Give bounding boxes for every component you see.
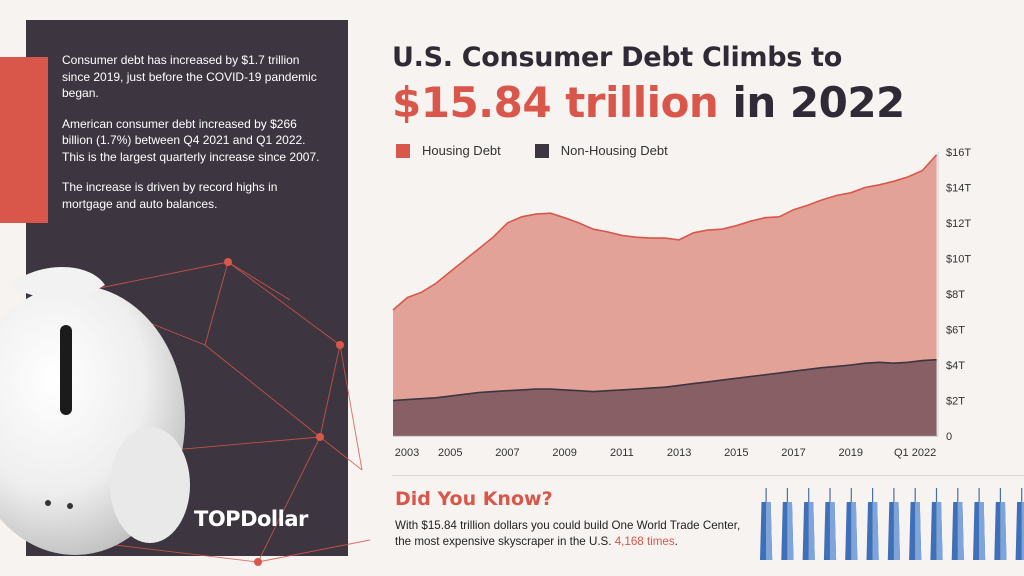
skyscraper-row-image xyxy=(760,488,1024,560)
brand-logo: TOPDollar xyxy=(194,507,308,531)
x-tick-label: 2009 xyxy=(552,447,576,459)
did-you-know-end: . xyxy=(674,535,678,548)
section-divider xyxy=(392,475,1024,476)
skyscraper-icon xyxy=(951,488,964,560)
x-tick-label: 2013 xyxy=(667,447,691,459)
skyscraper-icon xyxy=(1015,488,1024,560)
skyscraper-icon xyxy=(887,488,900,560)
skyscraper-icon xyxy=(866,488,879,560)
y-tick-label: 0 xyxy=(946,431,952,443)
y-tick-label: $16T xyxy=(946,147,971,159)
accent-bar xyxy=(0,57,48,223)
line-non-housing-debt xyxy=(392,358,937,402)
y-tick-label: $12T xyxy=(946,218,971,230)
x-tick-label: 2007 xyxy=(495,447,519,459)
y-tick-label: $14T xyxy=(946,183,971,195)
skyscraper-icon xyxy=(909,488,922,560)
title-rest: in 2022 xyxy=(732,78,905,127)
y-tick-label: $10T xyxy=(946,254,971,266)
y-tick-label: $4T xyxy=(946,360,965,372)
x-tick-label: 2015 xyxy=(724,447,748,459)
x-tick-label: 2019 xyxy=(839,447,863,459)
y-tick-label: $8T xyxy=(946,289,965,301)
x-tick-label: Q1 2022 xyxy=(894,447,936,459)
facts-text: Consumer debt has increased by $1.7 tril… xyxy=(62,52,322,226)
skyscraper-icon xyxy=(802,488,815,560)
fact-1: Consumer debt has increased by $1.7 tril… xyxy=(62,53,317,100)
skyscraper-icon xyxy=(845,488,858,560)
x-tick-label: 2005 xyxy=(438,447,462,459)
legend-item-non-housing: Non-Housing Debt xyxy=(534,143,668,158)
x-tick-label: 2003 xyxy=(395,447,419,459)
y-tick-label: $6T xyxy=(946,325,965,337)
x-tick-label: 2011 xyxy=(610,447,634,459)
did-you-know-body: With $15.84 trillion dollars you could b… xyxy=(395,519,741,548)
did-you-know-highlight: 4,168 times xyxy=(614,535,675,548)
did-you-know-heading: Did You Know? xyxy=(395,488,553,510)
x-tick-label: 2017 xyxy=(781,447,805,459)
line-housing-debt xyxy=(392,154,938,311)
skyscraper-icon xyxy=(781,488,794,560)
fact-3: The increase is driven by record highs i… xyxy=(62,180,278,211)
skyscraper-icon xyxy=(760,488,773,560)
skyscraper-icon xyxy=(973,488,986,560)
skyscraper-icon xyxy=(994,488,1007,560)
legend-swatch-housing xyxy=(396,143,410,158)
chart-legend: Housing Debt Non-Housing Debt xyxy=(396,143,702,158)
area-non-housing-debt xyxy=(393,359,937,436)
legend-item-housing: Housing Debt xyxy=(396,143,501,158)
legend-swatch-non-housing xyxy=(534,143,549,158)
skyscraper-icon xyxy=(823,488,837,560)
did-you-know-text: With $15.84 trillion dollars you could b… xyxy=(395,518,755,550)
skyscraper-icon xyxy=(930,488,943,560)
y-tick-label: $2T xyxy=(946,396,965,408)
page-title-line-2: $15.84 trillion in 2022 xyxy=(392,78,905,127)
page-title-line-1: U.S. Consumer Debt Climbs to xyxy=(392,42,842,73)
fact-2: American consumer debt increased by $266… xyxy=(62,116,320,164)
title-highlight: $15.84 trillion xyxy=(392,78,719,127)
legend-label-non-housing: Non-Housing Debt xyxy=(560,143,668,158)
legend-label-housing: Housing Debt xyxy=(422,143,501,158)
